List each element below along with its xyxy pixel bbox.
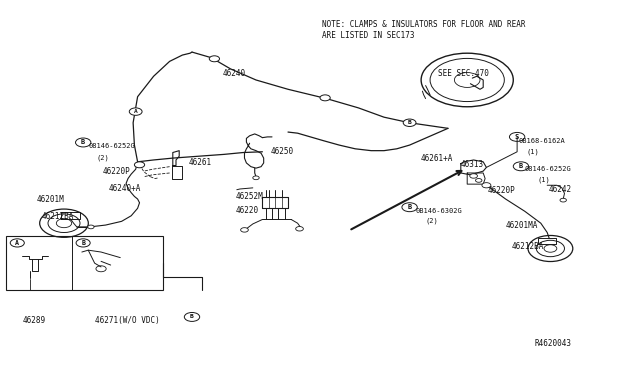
Text: (2): (2) xyxy=(426,218,438,224)
Circle shape xyxy=(253,176,259,180)
Text: 46220P: 46220P xyxy=(488,186,515,195)
Text: 46220P: 46220P xyxy=(102,167,130,176)
Circle shape xyxy=(560,198,566,202)
Text: 46252M: 46252M xyxy=(236,192,263,201)
Text: 46271(W/O VDC): 46271(W/O VDC) xyxy=(95,316,159,325)
Text: 46261: 46261 xyxy=(189,158,212,167)
Text: 46240+A: 46240+A xyxy=(109,184,141,193)
Circle shape xyxy=(470,174,477,178)
Text: 46242: 46242 xyxy=(549,185,572,194)
Text: A: A xyxy=(134,109,138,114)
Circle shape xyxy=(320,95,330,101)
Text: B: B xyxy=(81,140,85,145)
Circle shape xyxy=(482,183,491,188)
Text: 0B168-6162A: 0B168-6162A xyxy=(518,138,565,144)
Text: 46289: 46289 xyxy=(22,316,45,325)
Bar xyxy=(6,236,163,290)
Text: (1): (1) xyxy=(526,149,539,155)
Text: 46201MA: 46201MA xyxy=(506,221,538,230)
Text: 08146-6252G: 08146-6252G xyxy=(525,166,572,171)
Circle shape xyxy=(296,227,303,231)
Text: B: B xyxy=(408,204,412,210)
Text: 46212BA: 46212BA xyxy=(42,212,74,221)
Text: B: B xyxy=(190,314,194,320)
Text: 08146-6252G: 08146-6252G xyxy=(88,143,135,149)
Circle shape xyxy=(88,225,94,229)
Circle shape xyxy=(403,119,416,126)
Text: S: S xyxy=(515,134,519,140)
Text: 46240: 46240 xyxy=(223,69,246,78)
Circle shape xyxy=(129,108,142,115)
Text: 46313: 46313 xyxy=(461,160,484,169)
Circle shape xyxy=(241,228,248,232)
Text: 46212BA: 46212BA xyxy=(512,242,545,251)
Circle shape xyxy=(209,56,220,62)
Circle shape xyxy=(134,162,145,168)
Text: R4620043: R4620043 xyxy=(534,339,572,348)
Text: 46201M: 46201M xyxy=(37,195,65,204)
Text: 46220: 46220 xyxy=(236,206,259,215)
Text: 0B146-6302G: 0B146-6302G xyxy=(416,208,463,214)
Text: B: B xyxy=(408,120,412,125)
Text: SEE SEC.470: SEE SEC.470 xyxy=(438,69,489,78)
Text: (1): (1) xyxy=(538,177,550,183)
Text: (2): (2) xyxy=(96,154,109,161)
Text: 46261+A: 46261+A xyxy=(421,154,454,163)
Text: NOTE: CLAMPS & INSULATORS FOR FLOOR AND REAR
ARE LISTED IN SEC173: NOTE: CLAMPS & INSULATORS FOR FLOOR AND … xyxy=(322,20,525,40)
Text: B: B xyxy=(81,240,85,246)
Circle shape xyxy=(404,120,415,126)
Text: B: B xyxy=(519,163,523,169)
Text: 46250: 46250 xyxy=(271,147,294,156)
Circle shape xyxy=(476,179,482,182)
Text: A: A xyxy=(15,240,19,246)
Circle shape xyxy=(184,312,200,321)
